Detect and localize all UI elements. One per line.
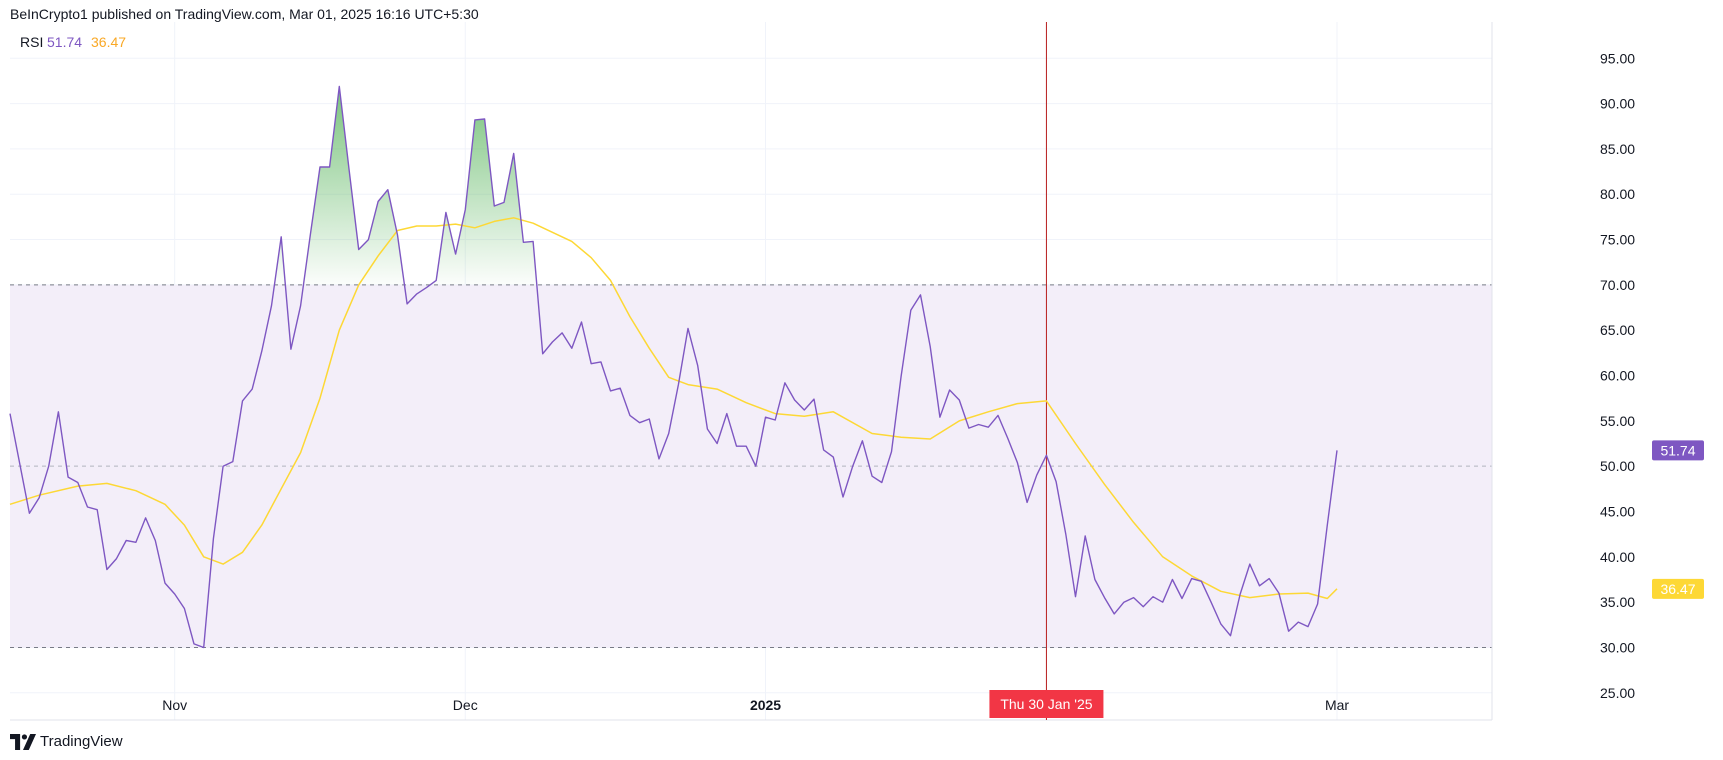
last-value-badge-rsi: 51.74 <box>1660 442 1695 458</box>
x-axis-ticks: Nov Dec 2025 Mar <box>162 697 1349 713</box>
overbought-fill <box>10 86 1338 285</box>
legend-ma-value: 36.47 <box>91 34 126 50</box>
crosshair-date-badge: Thu 30 Jan '25 <box>989 690 1104 718</box>
x-tick-label: Mar <box>1325 697 1349 713</box>
y-tick-label: 85.00 <box>1600 141 1635 157</box>
last-value-badge-ma: 36.47 <box>1660 581 1695 597</box>
series-line-rsi <box>9 85 1338 649</box>
footer-brand-text: TradingView <box>40 733 123 750</box>
y-tick-label: 90.00 <box>1600 96 1635 112</box>
legend: RSI 51.74 36.47 <box>20 34 126 50</box>
series-lines <box>9 85 1338 649</box>
y-tick-label: 55.00 <box>1600 413 1635 429</box>
y-tick-label: 35.00 <box>1600 594 1635 610</box>
x-tick-label: Nov <box>162 697 187 713</box>
y-tick-label: 75.00 <box>1600 232 1635 248</box>
footer-brand: TradingView <box>10 733 123 750</box>
last-value-badge-rsi-bg <box>1652 440 1704 461</box>
y-tick-label: 25.00 <box>1600 685 1635 701</box>
y-tick-label: 70.00 <box>1600 277 1635 293</box>
y-tick-label: 95.00 <box>1600 50 1635 66</box>
last-value-badges: 51.74 36.47 <box>1652 440 1704 599</box>
y-tick-label: 60.00 <box>1600 368 1635 384</box>
series-line-rsi-ma <box>9 217 1338 600</box>
y-tick-label: 40.00 <box>1600 549 1635 565</box>
legend-label: RSI <box>20 34 43 50</box>
tradingview-logo-icon <box>10 733 36 750</box>
date-badge-label: Thu 30 Jan '25 <box>1000 696 1092 712</box>
x-tick-label: 2025 <box>750 697 781 713</box>
y-tick-label: 65.00 <box>1600 322 1635 338</box>
y-tick-label: 30.00 <box>1600 639 1635 655</box>
x-tick-label: Dec <box>453 697 478 713</box>
y-tick-label: 80.00 <box>1600 186 1635 202</box>
band-level-lines <box>10 284 1492 648</box>
y-tick-label: 45.00 <box>1600 504 1635 520</box>
y-axis-ticks: 25.00 30.00 35.00 40.00 45.00 50.00 55.00 60.00… <box>1600 50 1635 701</box>
date-badge-bg <box>989 690 1104 718</box>
legend-rsi-value: 51.74 <box>47 34 82 50</box>
published-caption: BeInCrypto1 published on TradingView.com… <box>10 6 479 22</box>
last-value-badge-ma-bg <box>1652 578 1704 599</box>
y-tick-label: 50.00 <box>1600 458 1635 474</box>
overbought-area <box>10 86 1338 285</box>
